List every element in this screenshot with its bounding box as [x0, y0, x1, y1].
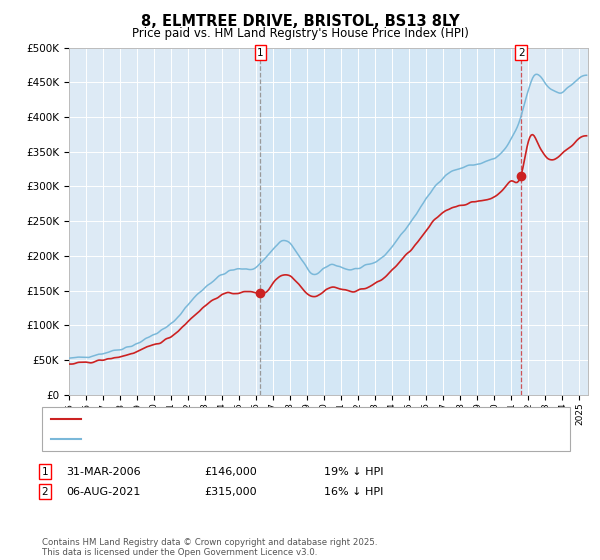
Text: £146,000: £146,000	[204, 466, 257, 477]
Text: 2: 2	[41, 487, 49, 497]
Text: HPI: Average price, semi-detached house, City of Bristol: HPI: Average price, semi-detached house,…	[87, 433, 366, 444]
Text: Price paid vs. HM Land Registry's House Price Index (HPI): Price paid vs. HM Land Registry's House …	[131, 27, 469, 40]
Text: £315,000: £315,000	[204, 487, 257, 497]
Text: 1: 1	[257, 48, 264, 58]
Text: 19% ↓ HPI: 19% ↓ HPI	[324, 466, 383, 477]
Text: 8, ELMTREE DRIVE, BRISTOL, BS13 8LY: 8, ELMTREE DRIVE, BRISTOL, BS13 8LY	[140, 14, 460, 29]
Text: Contains HM Land Registry data © Crown copyright and database right 2025.
This d: Contains HM Land Registry data © Crown c…	[42, 538, 377, 557]
Bar	[260, 48, 521, 395]
Text: 06-AUG-2021: 06-AUG-2021	[66, 487, 140, 497]
Text: 2: 2	[518, 48, 524, 58]
Text: 16% ↓ HPI: 16% ↓ HPI	[324, 487, 383, 497]
Text: 31-MAR-2006: 31-MAR-2006	[66, 466, 140, 477]
Text: 1: 1	[41, 466, 49, 477]
Text: 8, ELMTREE DRIVE,  BRISTOL, BS13 8LY (semi-detached house): 8, ELMTREE DRIVE, BRISTOL, BS13 8LY (sem…	[87, 414, 400, 424]
